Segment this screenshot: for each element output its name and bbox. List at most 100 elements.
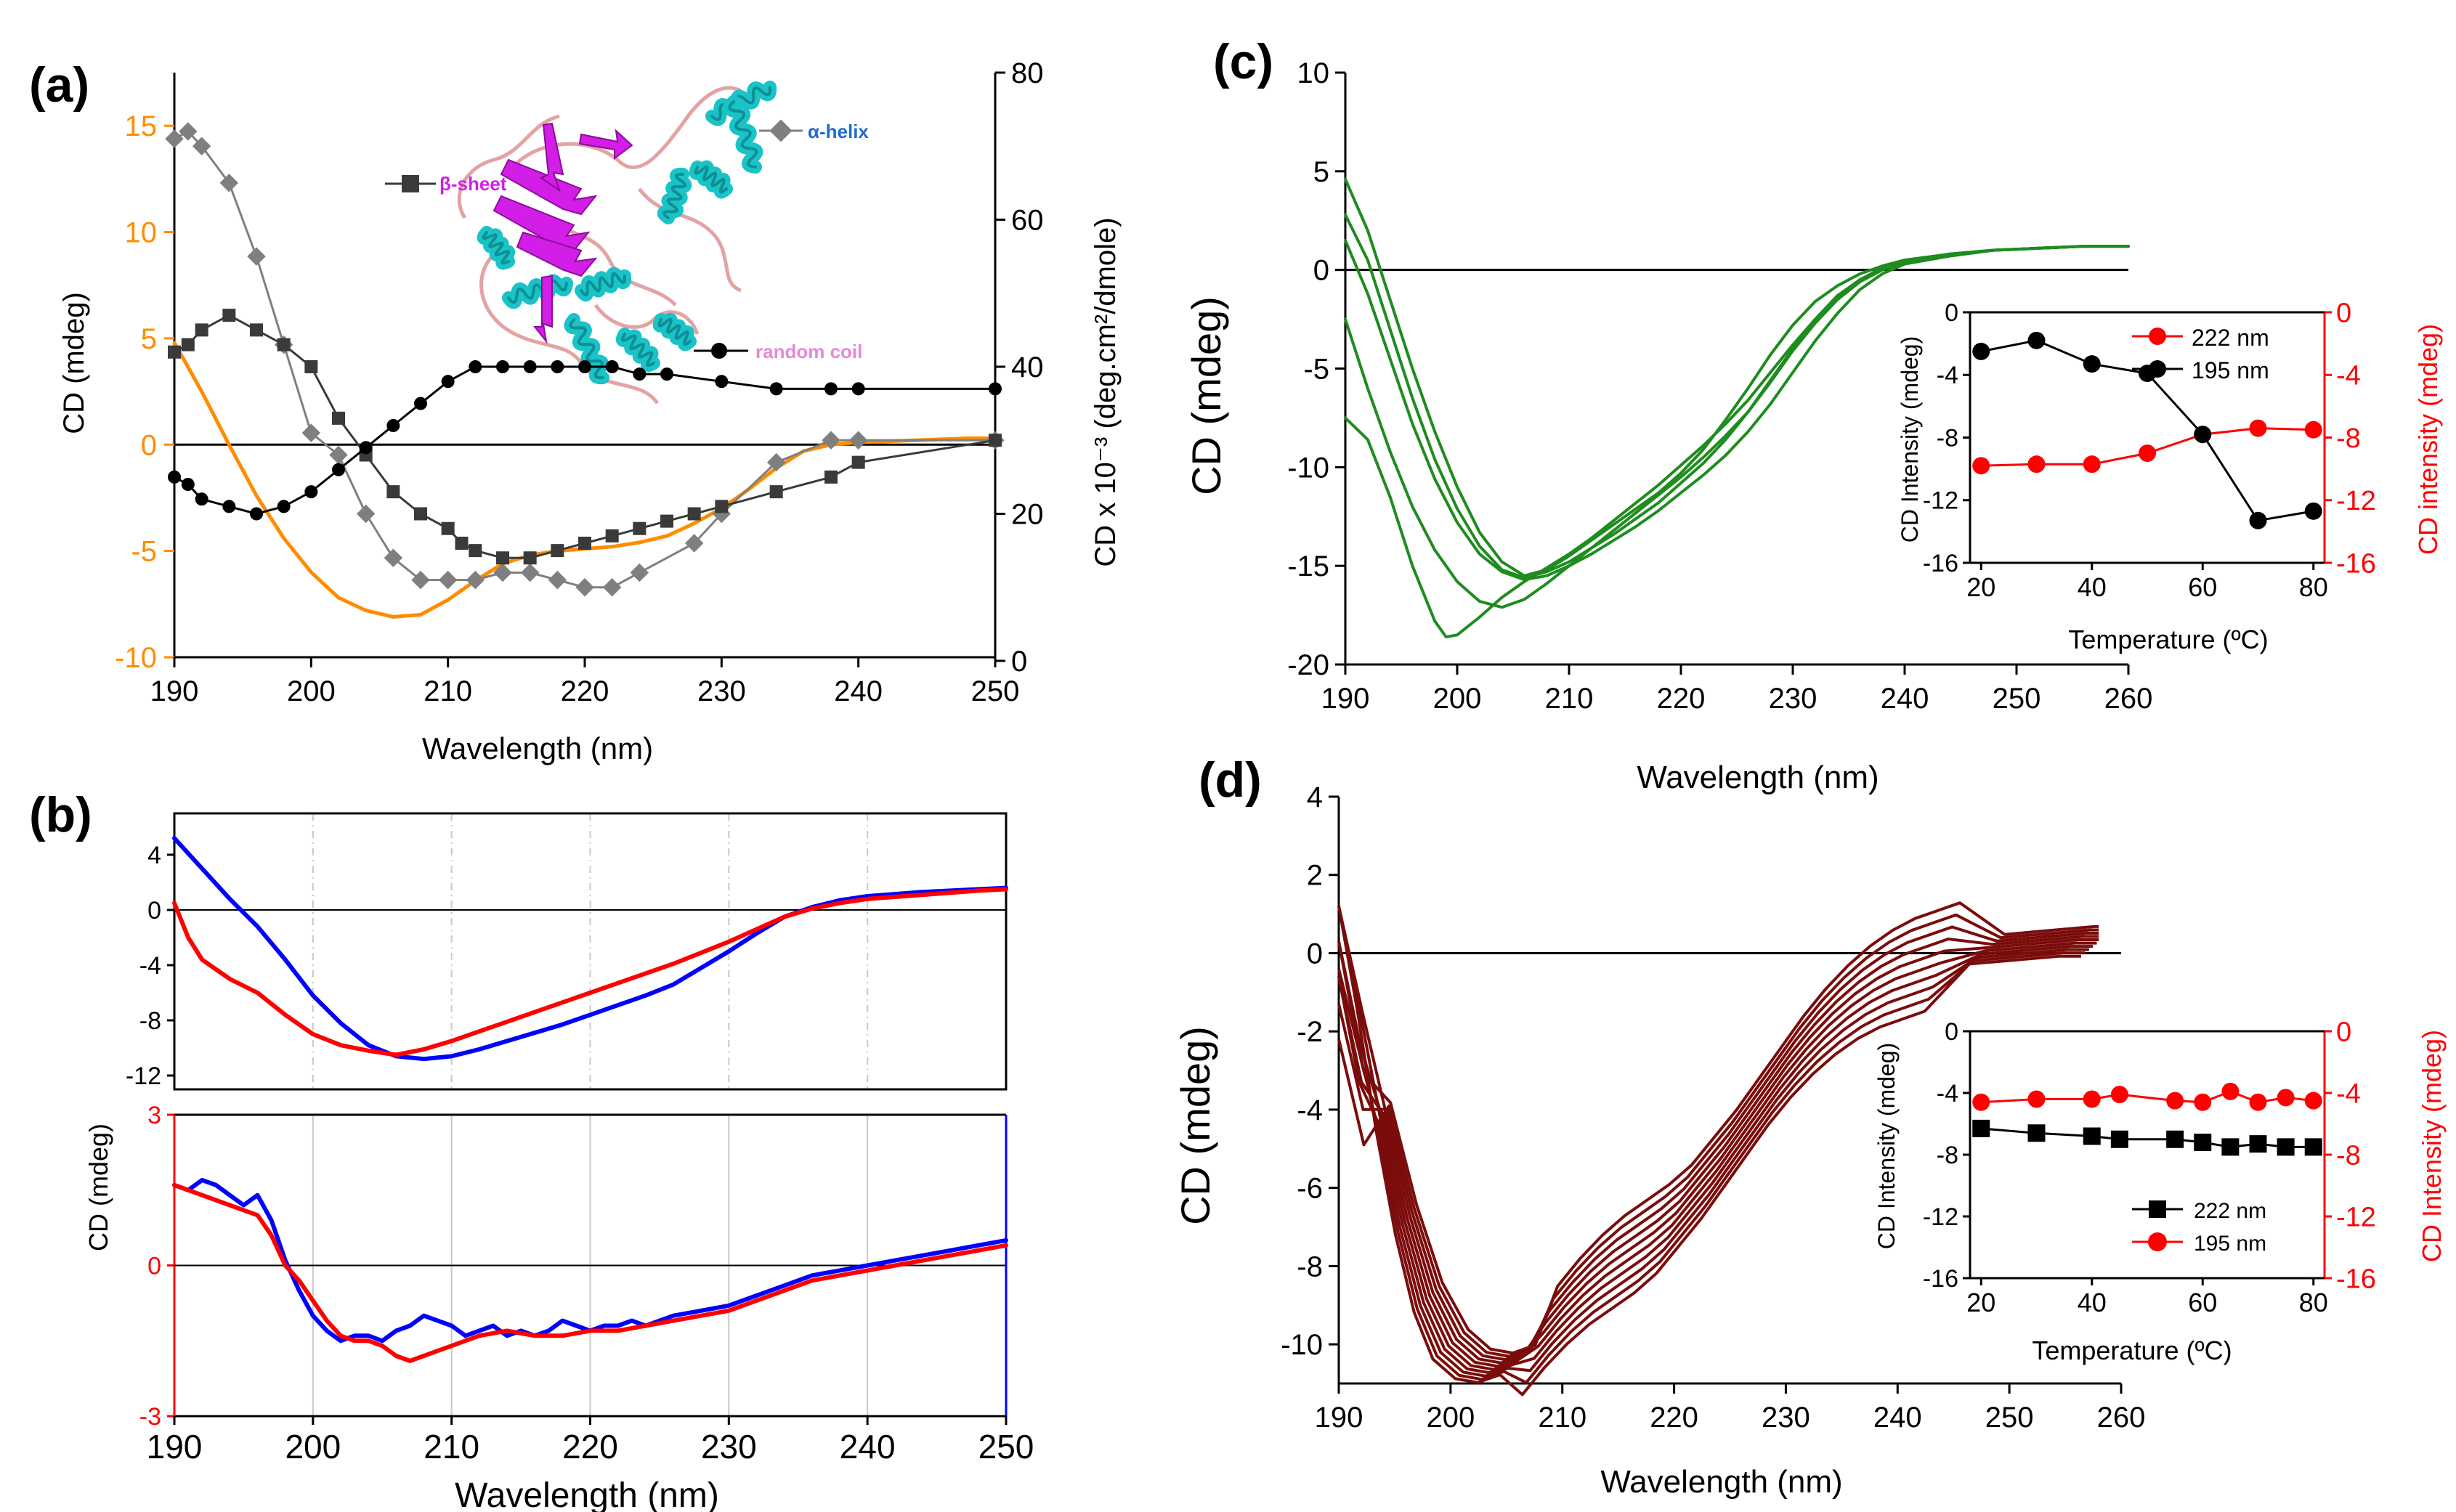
a-xtick-label-210: 210 xyxy=(423,675,472,707)
c-inset-y2tick-label--4: -4 xyxy=(2336,361,2361,391)
a--sheet-point-11 xyxy=(441,521,455,535)
c-inset-y2tick-label-0: 0 xyxy=(2336,298,2351,328)
a-random-coil-point-1 xyxy=(181,478,195,491)
a--sheet-point-14 xyxy=(496,551,509,565)
a--helix-point-19 xyxy=(684,534,704,553)
d-legend-marker-195 xyxy=(2148,1232,2167,1251)
coil-segment-5 xyxy=(593,304,700,335)
c-inset-195nm-point-6 xyxy=(2304,502,2322,520)
a-random-coil-point-20 xyxy=(715,375,729,389)
d-inset-ytick-label-0: 0 xyxy=(1945,1018,1958,1046)
c-xtick-label-240: 240 xyxy=(1881,683,1929,715)
c-ytick-label--10: -10 xyxy=(1287,452,1329,484)
a--helix-point-2 xyxy=(192,137,211,155)
d-inset-line-222nm xyxy=(1979,1127,2315,1148)
helix-edge-3 xyxy=(482,231,511,265)
c-inset-y2tick-label--16: -16 xyxy=(2336,548,2376,579)
sheet-legend-label: β-sheet xyxy=(439,173,507,195)
a--sheet-point-21 xyxy=(687,507,701,521)
a--sheet-point-0 xyxy=(168,345,181,359)
b-top-ytick-label--4: -4 xyxy=(139,952,161,980)
d-series-4 xyxy=(1337,940,2097,1371)
d-inset-y2tick-label--4: -4 xyxy=(2336,1078,2361,1109)
a--sheet-point-10 xyxy=(414,507,427,521)
a-random-coil-point-16 xyxy=(578,360,591,373)
sheet-arrow-5 xyxy=(532,275,553,344)
c-xtick-label-260: 260 xyxy=(2104,683,2153,715)
helix-edge-7 xyxy=(620,333,655,367)
coil-legend-marker xyxy=(711,343,727,359)
helix-edge-8 xyxy=(694,165,728,194)
d-xtick-label-230: 230 xyxy=(1762,1402,1810,1434)
coil-segment-2 xyxy=(551,216,677,306)
coil-legend-label: random coil xyxy=(755,341,862,362)
d-inset-xtick-label-40: 40 xyxy=(2078,1288,2107,1317)
a--helix-point-11 xyxy=(438,570,458,590)
sheet-arrow-3 xyxy=(578,129,633,160)
a--sheet-point-18 xyxy=(605,529,619,542)
c-inset-195nm-point-5 xyxy=(2249,511,2267,529)
a-y-axis-title: CD (mdeg) xyxy=(58,292,90,434)
d-inset-ytick-label--4: -4 xyxy=(1937,1080,1958,1107)
d-ytick-label--6: -6 xyxy=(1297,1173,1323,1205)
a--sheet-point-22 xyxy=(715,500,729,513)
d-series-2 xyxy=(1337,948,2089,1378)
d-ytick-label--4: -4 xyxy=(1297,1094,1323,1126)
d-legend-marker-222 xyxy=(2149,1200,2166,1218)
d-inset-legend: 222 nm 195 nm xyxy=(2132,1199,2266,1256)
c-inset-222nm-point-1 xyxy=(2027,455,2046,473)
a--helix-point-4 xyxy=(247,247,266,266)
b-xtick-label-190: 190 xyxy=(147,1428,203,1466)
b-top-ytick-label-4: 4 xyxy=(147,842,161,869)
sheet-arrow-0 xyxy=(500,158,598,216)
a-y2tick-label-60: 60 xyxy=(1011,205,1044,237)
d-x-axis-title: Wavelength (nm) xyxy=(1600,1464,1842,1500)
a-random-coil-point-19 xyxy=(660,367,673,381)
a-y2tick-label-20: 20 xyxy=(1011,499,1044,531)
d-inset-222nm-point-2 xyxy=(2083,1127,2101,1145)
c-legend-label-222: 222 nm xyxy=(2192,325,2269,351)
coil-segment-3 xyxy=(638,187,742,293)
helix-edge-1 xyxy=(728,100,758,168)
b-xtick-label-200: 200 xyxy=(285,1428,341,1466)
d-inset-ytick-label--8: -8 xyxy=(1937,1142,1958,1169)
a-ytick-label-10: 10 xyxy=(125,217,158,249)
d-ytick-label-0: 0 xyxy=(1307,938,1323,970)
a-xtick-label-250: 250 xyxy=(971,675,1020,707)
c-inset-222nm-point-3 xyxy=(2139,444,2156,463)
helix-legend-marker xyxy=(769,119,793,142)
helix-edge-6 xyxy=(569,318,604,380)
a--sheet-point-13 xyxy=(469,544,482,558)
a--helix-point-12 xyxy=(466,570,485,590)
a-random-coil-point-8 xyxy=(359,441,373,455)
a-xtick-label-230: 230 xyxy=(697,675,746,707)
d-inset-y-axis-title: CD Intensity (mdeg) xyxy=(1873,1043,1900,1250)
c-legend-label-195: 195 nm xyxy=(2192,357,2269,383)
a--helix-point-9 xyxy=(384,548,403,567)
sheet-arrow-2 xyxy=(516,231,598,277)
b-bottom-ytick-label-0: 0 xyxy=(147,1252,161,1280)
a-ytick-label-0: 0 xyxy=(141,429,157,461)
a-random-coil-point-17 xyxy=(605,360,619,373)
a-random-coil-point-24 xyxy=(989,382,1002,396)
a-random-coil-point-5 xyxy=(277,500,291,513)
helix-edge-0 xyxy=(710,86,772,121)
d-ytick-label--8: -8 xyxy=(1297,1251,1323,1283)
a-random-coil-point-13 xyxy=(496,360,509,373)
a-y2tick-label-40: 40 xyxy=(1011,351,1044,383)
c-inset-222nm-point-2 xyxy=(2083,455,2101,473)
a--helix-point-15 xyxy=(548,570,567,590)
a-random-coil-point-22 xyxy=(824,382,838,396)
d-inset-222nm-point-4 xyxy=(2166,1130,2184,1148)
c-inset-xtick-label-60: 60 xyxy=(2188,572,2217,602)
a-random-coil-point-9 xyxy=(386,419,400,432)
d-inset-y2-axis-title: CD Intensity (mdeg) xyxy=(2417,1030,2447,1262)
c-ytick-label--15: -15 xyxy=(1287,550,1329,582)
a--helix-point-8 xyxy=(356,504,376,524)
d-ytick-label-4: 4 xyxy=(1307,781,1323,813)
c-inset-background xyxy=(1970,312,2325,563)
c-ytick-label--5: -5 xyxy=(1303,354,1329,386)
d-inset-y2tick-label-0: 0 xyxy=(2336,1017,2351,1047)
d-inset-y2tick-label--12: -12 xyxy=(2336,1202,2376,1232)
